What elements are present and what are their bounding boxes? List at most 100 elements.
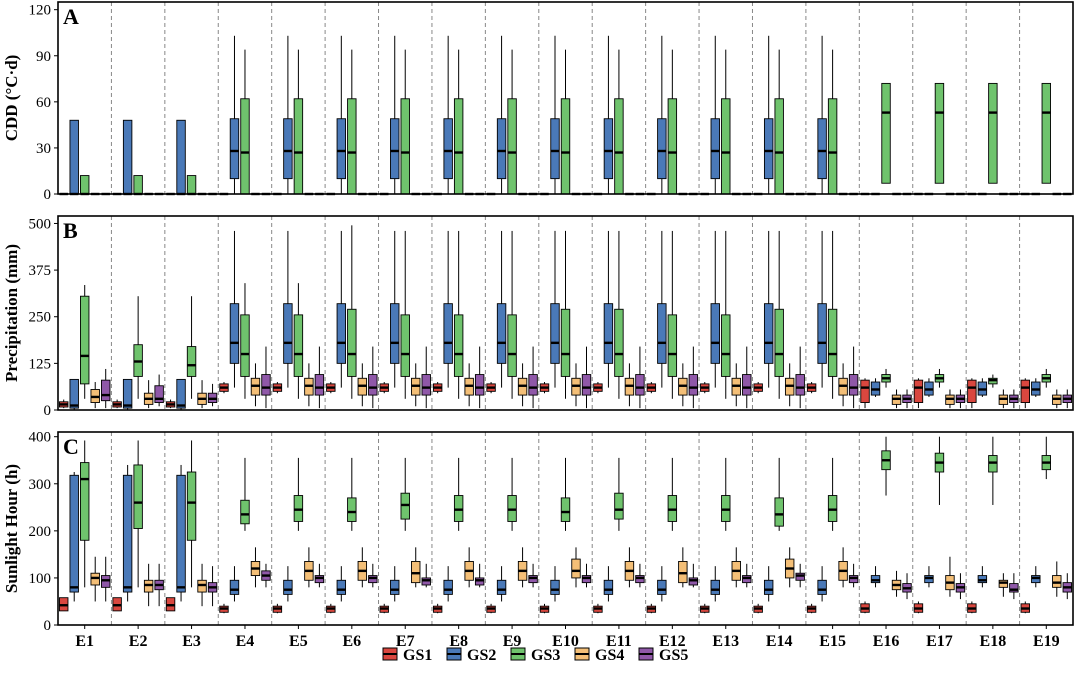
box-gs2 — [550, 230, 560, 388]
box-gs1 — [326, 603, 336, 614]
x-tick-label: E15 — [819, 633, 846, 650]
box-gs2 — [122, 464, 133, 602]
box-body — [550, 303, 560, 364]
box-body — [443, 118, 453, 180]
box-gs3 — [507, 457, 517, 531]
x-tick-label: E16 — [873, 633, 900, 650]
box-gs2 — [924, 378, 934, 397]
y-tick-label: 90 — [36, 49, 51, 65]
box-gs4 — [571, 363, 581, 407]
box-gs3 — [614, 457, 624, 531]
box-gs4 — [304, 547, 314, 588]
box-gs1 — [967, 601, 977, 614]
box-gs2 — [176, 378, 186, 410]
box-body — [240, 98, 250, 195]
box-body — [1041, 82, 1051, 184]
box-body — [496, 579, 507, 595]
x-tick-label: E12 — [659, 633, 686, 650]
box-gs4 — [464, 363, 474, 407]
box-gs2 — [176, 119, 186, 196]
box-gs2 — [977, 378, 988, 397]
box-body — [240, 314, 250, 377]
box-body — [176, 119, 186, 195]
box-gs2 — [390, 230, 400, 388]
box-body — [774, 98, 784, 195]
box-gs4 — [838, 363, 848, 407]
box-gs2 — [817, 566, 827, 602]
x-tick-label: E9 — [503, 633, 522, 650]
box-body — [186, 346, 197, 377]
box-body — [261, 374, 271, 396]
box-gs4 — [90, 556, 100, 602]
box-gs3 — [934, 368, 945, 388]
box-gs1 — [219, 603, 229, 614]
box-gs4 — [250, 547, 261, 588]
box-gs1 — [646, 382, 657, 394]
box-gs1 — [486, 603, 496, 614]
box-body — [635, 374, 645, 396]
box-gs4 — [1052, 389, 1062, 409]
box-gs3 — [560, 230, 571, 399]
box-gs2 — [817, 230, 827, 388]
box-gs2 — [763, 230, 774, 388]
box-gs5 — [474, 563, 485, 588]
box-gs5 — [955, 573, 966, 600]
box-gs4 — [784, 547, 795, 588]
box-gs2 — [603, 35, 614, 194]
box-body — [122, 119, 133, 195]
box-gs5 — [207, 566, 218, 607]
box-gs5 — [581, 563, 592, 588]
box-gs5 — [902, 389, 912, 409]
box-gs1 — [379, 382, 389, 394]
box-gs3 — [133, 175, 143, 196]
box-gs2 — [977, 566, 988, 588]
box-body — [507, 314, 517, 377]
y-axis-label: Precipitation (mm) — [2, 244, 21, 382]
box-gs3 — [240, 457, 250, 531]
box-gs1 — [700, 603, 710, 614]
box-gs3 — [934, 82, 945, 184]
box-body — [347, 308, 357, 377]
box-gs4 — [945, 389, 955, 409]
box-gs5 — [154, 563, 164, 607]
box-gs5 — [581, 346, 592, 409]
box-gs1 — [646, 603, 657, 614]
box-gs4 — [784, 363, 795, 407]
box-body — [763, 579, 774, 595]
box-gs4 — [624, 547, 635, 588]
box-body — [314, 374, 325, 396]
box-body — [817, 579, 827, 595]
y-tick-label: 300 — [29, 477, 52, 493]
box-body — [721, 98, 731, 195]
box-body — [1020, 379, 1030, 403]
box-body — [763, 118, 774, 180]
box-gs2 — [763, 35, 774, 194]
box-gs3 — [667, 49, 678, 195]
box-gs4 — [197, 380, 207, 409]
box-body — [763, 303, 774, 364]
box-gs5 — [902, 573, 912, 600]
panel-letter: B — [63, 218, 78, 243]
box-gs5 — [261, 563, 271, 588]
box-gs3 — [881, 368, 891, 388]
box-gs3 — [560, 49, 571, 195]
legend-item-gs1: GS1 — [382, 647, 432, 664]
box-body — [934, 82, 945, 184]
box-gs4 — [143, 380, 154, 409]
x-tick-label: E10 — [552, 633, 579, 650]
box-gs4 — [678, 363, 688, 407]
box-gs3 — [988, 82, 998, 184]
legend-label: GS2 — [467, 647, 496, 664]
box-gs4 — [250, 363, 261, 407]
box-body — [496, 303, 507, 364]
box-body — [154, 385, 164, 403]
y-tick-label: 375 — [29, 263, 52, 279]
box-gs2 — [496, 566, 507, 602]
box-gs5 — [101, 556, 111, 602]
box-gs2 — [496, 230, 507, 388]
x-tick-label: E4 — [236, 633, 255, 650]
box-body — [283, 579, 293, 595]
box-gs5 — [101, 368, 111, 409]
box-gs2 — [336, 35, 347, 194]
box-gs4 — [517, 547, 528, 588]
